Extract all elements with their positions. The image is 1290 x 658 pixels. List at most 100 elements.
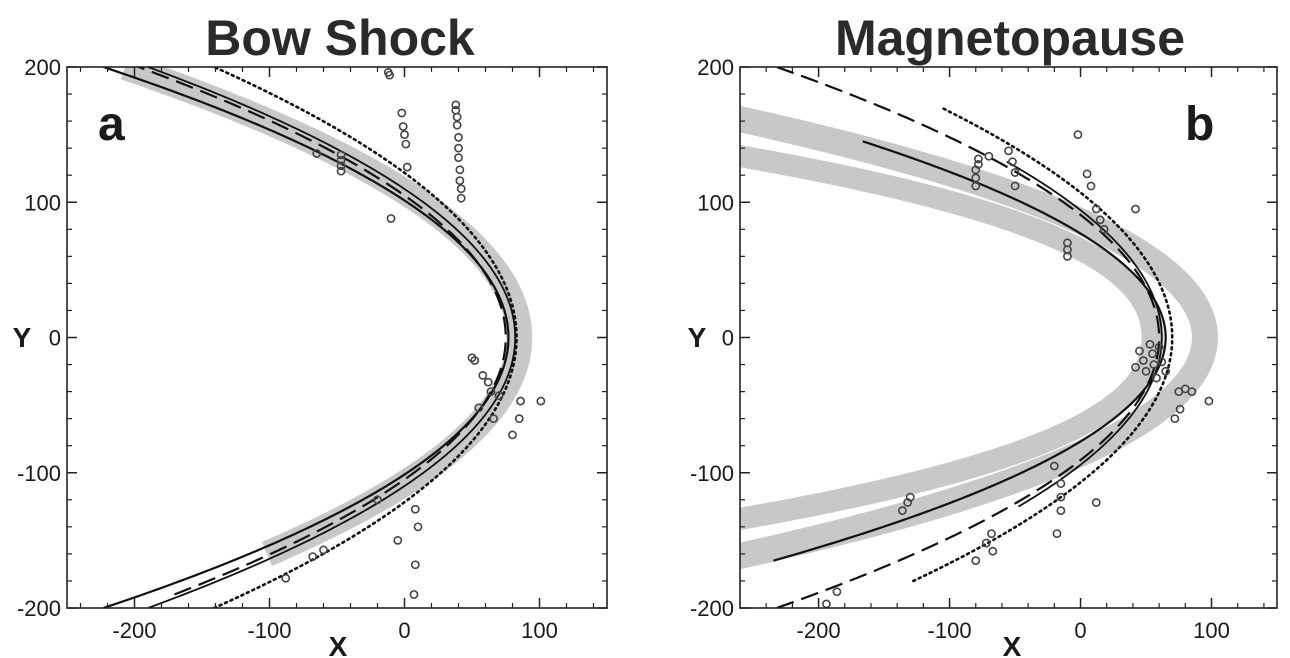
crossing-point	[373, 495, 382, 505]
crossing-point	[319, 545, 328, 555]
crossing-point	[1204, 396, 1214, 406]
crossing-point	[1063, 251, 1072, 261]
y-tick-label: -200	[17, 596, 61, 621]
model-band	[740, 105, 1218, 570]
crossing-point	[1010, 168, 1020, 177]
x-tick-label: 100	[521, 618, 558, 643]
x-tick-label: 0	[398, 618, 410, 643]
y-tick-label: -200	[690, 596, 734, 621]
crossing-point	[1010, 181, 1020, 191]
model-curve-dotted	[212, 67, 518, 608]
y-tick-label: 200	[24, 55, 61, 80]
crossing-point	[467, 353, 477, 363]
crossing-point	[1056, 492, 1066, 502]
crossing-point	[385, 70, 395, 80]
crossing-point	[508, 430, 517, 440]
crossing-point	[336, 155, 346, 165]
band-layer	[740, 105, 1218, 570]
crossing-point	[312, 149, 322, 158]
crossing-point	[1004, 146, 1013, 156]
crossing-point	[478, 370, 488, 380]
crossing-point	[398, 122, 408, 131]
series-layer	[103, 67, 518, 608]
panel-magnetopause: Magnetopause -200 -100 0 100 -200 -100 0 100 200…	[688, 10, 1278, 658]
crossing-point	[1139, 356, 1148, 365]
crossing-point	[455, 165, 465, 175]
crossing-point	[1091, 204, 1101, 214]
panel-title: Magnetopause	[835, 10, 1185, 66]
crossing-point	[413, 522, 423, 532]
series-layer	[773, 67, 1174, 608]
crossing-point	[454, 143, 463, 153]
crossing-point	[1056, 479, 1066, 488]
model-curve-solid	[103, 67, 510, 608]
crossing-point	[973, 154, 983, 164]
crossing-point	[1049, 461, 1059, 471]
crossing-point	[1141, 366, 1151, 376]
crossing-point	[1056, 506, 1066, 516]
crossing-point	[1131, 362, 1140, 372]
x-axis-label: X	[329, 631, 348, 658]
tick-layer: -200 -100 0 100 -200 -100 0 100 200	[690, 55, 1277, 643]
model-curve-solid-2	[147, 67, 517, 608]
crossing-point	[474, 403, 484, 413]
crossing-point	[456, 193, 466, 203]
panel-letter: b	[1185, 98, 1214, 151]
model-curve-dashed	[138, 67, 507, 596]
crossing-point	[386, 214, 396, 223]
crossing-point	[1091, 498, 1101, 507]
point-layer	[822, 130, 1214, 608]
crossing-point	[1152, 373, 1161, 383]
crossing-point	[308, 552, 318, 562]
crossing-point	[1154, 342, 1164, 352]
model-curve-solid	[773, 140, 1167, 562]
crossing-point	[1082, 169, 1092, 179]
crossing-point	[1161, 366, 1171, 376]
crossing-point	[1148, 349, 1157, 359]
y-tick-label: 0	[49, 326, 61, 351]
crossing-point	[898, 506, 907, 516]
x-tick-label: 0	[1074, 618, 1086, 643]
y-tick-label: 0	[722, 326, 734, 351]
crossing-point	[336, 150, 346, 160]
crossing-point	[455, 176, 465, 186]
y-axis-label: Y	[688, 322, 707, 353]
y-tick-label: -100	[17, 461, 61, 486]
crossing-point	[1131, 204, 1140, 214]
crossing-point	[393, 535, 403, 545]
crossing-point	[1008, 157, 1017, 167]
x-tick-label: -200	[112, 618, 156, 643]
crossing-point	[984, 151, 994, 161]
y-tick-label: 200	[697, 55, 734, 80]
crossing-point	[494, 391, 504, 401]
crossing-point	[452, 112, 462, 122]
y-axis-label: Y	[13, 322, 32, 353]
crossing-point	[1086, 181, 1096, 191]
x-tick-label: 100	[1193, 618, 1230, 643]
crossing-point	[971, 173, 981, 183]
crossing-point	[1175, 404, 1185, 414]
crossing-point	[1145, 339, 1155, 349]
crossing-point	[981, 538, 991, 548]
crossing-point	[1052, 529, 1062, 539]
x-tick-label: -100	[247, 618, 291, 643]
crossing-point	[410, 504, 420, 514]
crossing-point	[336, 166, 346, 176]
crossing-point	[470, 356, 480, 365]
crossing-point	[971, 556, 981, 566]
crossing-point	[397, 108, 407, 118]
crossing-point	[456, 184, 466, 194]
crossing-point	[409, 590, 419, 599]
model-band	[740, 144, 1164, 531]
y-tick-label: -100	[690, 461, 734, 486]
crossing-point	[536, 396, 546, 406]
x-axis-label: X	[1003, 631, 1022, 658]
crossing-point	[1157, 357, 1167, 367]
y-tick-label: 100	[24, 190, 61, 215]
crossing-point	[1135, 346, 1144, 356]
model-curve-solid-2	[1006, 160, 1163, 508]
crossing-point	[451, 100, 461, 110]
crossing-point	[822, 599, 831, 608]
